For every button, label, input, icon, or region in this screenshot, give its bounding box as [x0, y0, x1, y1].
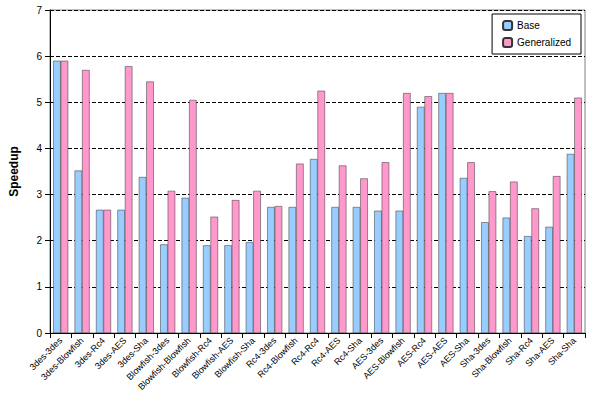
- svg-text:Blowfish-Rc4: Blowfish-Rc4: [169, 335, 214, 380]
- svg-text:3des-AES: 3des-AES: [92, 335, 129, 372]
- svg-text:2: 2: [36, 235, 42, 246]
- svg-text:Rc4-AES: Rc4-AES: [309, 335, 343, 369]
- svg-text:AES-Blowfish: AES-Blowfish: [361, 335, 407, 381]
- svg-text:AES-AES: AES-AES: [414, 335, 450, 371]
- svg-text:3des-Sha: 3des-Sha: [115, 335, 150, 370]
- svg-text:Generalized: Generalized: [517, 37, 571, 48]
- svg-text:Base: Base: [517, 20, 540, 31]
- svg-text:4: 4: [36, 143, 42, 154]
- svg-text:Sha-Sha: Sha-Sha: [546, 335, 578, 367]
- svg-text:1: 1: [36, 281, 42, 292]
- svg-text:5: 5: [36, 97, 42, 108]
- svg-text:6: 6: [36, 51, 42, 62]
- svg-text:Speedup: Speedup: [7, 146, 21, 197]
- svg-text:3des-Rc4: 3des-Rc4: [72, 335, 107, 370]
- svg-text:AES-Sha: AES-Sha: [437, 335, 471, 369]
- svg-text:Sha-Rc4: Sha-Rc4: [503, 335, 535, 368]
- svg-text:3: 3: [36, 189, 42, 200]
- svg-text:Rc4-Blowfish: Rc4-Blowfish: [255, 335, 300, 380]
- svg-text:Sha-Blowfish: Sha-Blowfish: [469, 335, 514, 380]
- svg-text:AES-3des: AES-3des: [349, 335, 386, 372]
- svg-text:7: 7: [36, 5, 42, 16]
- svg-text:Blowfish-Blowfish: Blowfish-Blowfish: [136, 335, 193, 392]
- svg-text:3des-3des: 3des-3des: [27, 335, 65, 373]
- svg-text:Blowfish-AES: Blowfish-AES: [189, 335, 236, 381]
- svg-text:Rc4-Sha: Rc4-Sha: [332, 335, 364, 368]
- svg-text:Blowfish-3des: Blowfish-3des: [124, 335, 172, 383]
- svg-text:0: 0: [36, 328, 42, 339]
- svg-text:3des-Blowfish: 3des-Blowfish: [39, 335, 86, 383]
- svg-text:Blowfish-Sha: Blowfish-Sha: [212, 335, 257, 380]
- svg-text:Rc4-3des: Rc4-3des: [244, 335, 279, 370]
- svg-text:Sha-3des: Sha-3des: [458, 335, 493, 370]
- svg-text:Sha-AES: Sha-AES: [523, 335, 557, 369]
- svg-text:AES-Rc4: AES-Rc4: [394, 335, 428, 369]
- svg-text:Rc4-Rc4: Rc4-Rc4: [289, 335, 321, 368]
